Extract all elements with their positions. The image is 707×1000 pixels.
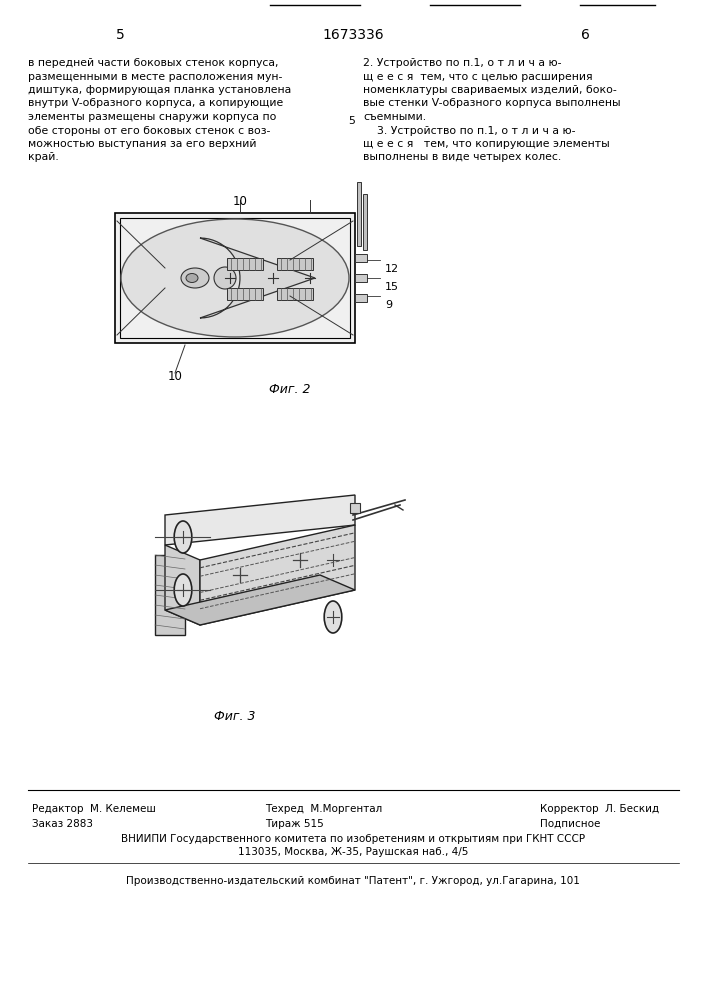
Polygon shape xyxy=(165,495,355,545)
Bar xyxy=(355,254,367,262)
Text: 5: 5 xyxy=(116,28,124,42)
Circle shape xyxy=(214,267,236,289)
Bar xyxy=(227,258,263,270)
Text: вые стенки V-образного корпуса выполнены: вые стенки V-образного корпуса выполнены xyxy=(363,99,621,108)
Text: Производственно-издательский комбинат "Патент", г. Ужгород, ул.Гагарина, 101: Производственно-издательский комбинат "П… xyxy=(126,876,580,886)
Polygon shape xyxy=(165,575,355,625)
Bar xyxy=(355,294,367,302)
Polygon shape xyxy=(200,238,315,318)
Text: 2. Устройство по п.1, о т л и ч а ю-: 2. Устройство по п.1, о т л и ч а ю- xyxy=(363,58,561,68)
Text: 1673336: 1673336 xyxy=(322,28,384,42)
Ellipse shape xyxy=(121,219,349,337)
Text: 15: 15 xyxy=(385,282,399,292)
Text: щ е е с я  тем, что с целью расширения: щ е е с я тем, что с целью расширения xyxy=(363,72,592,82)
Polygon shape xyxy=(165,545,200,625)
Ellipse shape xyxy=(181,268,209,288)
Bar xyxy=(355,274,367,282)
Text: 3. Устройство по п.1, о т л и ч а ю-: 3. Устройство по п.1, о т л и ч а ю- xyxy=(363,125,575,135)
Text: диштука, формирующая планка установлена: диштука, формирующая планка установлена xyxy=(28,85,291,95)
Text: край.: край. xyxy=(28,152,59,162)
Text: 12: 12 xyxy=(385,264,399,274)
Text: 6: 6 xyxy=(580,28,590,42)
Text: выполнены в виде четырех колес.: выполнены в виде четырех колес. xyxy=(363,152,561,162)
Ellipse shape xyxy=(325,544,341,576)
Bar xyxy=(357,182,361,246)
Text: Фиг. 3: Фиг. 3 xyxy=(214,710,256,723)
Text: Тираж 515: Тираж 515 xyxy=(265,819,324,829)
Text: Техред  М.Моргентал: Техред М.Моргентал xyxy=(265,804,382,814)
Text: 5: 5 xyxy=(349,116,356,126)
Polygon shape xyxy=(200,525,355,625)
Text: Редактор  М. Келемеш: Редактор М. Келемеш xyxy=(32,804,156,814)
Text: номенклатуры свариваемых изделий, боко-: номенклатуры свариваемых изделий, боко- xyxy=(363,85,617,95)
Bar xyxy=(227,288,263,300)
Text: Подписное: Подписное xyxy=(540,819,600,829)
Text: обе стороны от его боковых стенок с воз-: обе стороны от его боковых стенок с воз- xyxy=(28,125,270,135)
Text: Корректор  Л. Бескид: Корректор Л. Бескид xyxy=(540,804,659,814)
Bar xyxy=(277,288,313,300)
Text: 9: 9 xyxy=(385,300,392,310)
Text: элементы размещены снаружи корпуса по: элементы размещены снаружи корпуса по xyxy=(28,112,276,122)
Text: Фиг. 2: Фиг. 2 xyxy=(269,383,311,396)
Text: можностью выступания за его верхний: можностью выступания за его верхний xyxy=(28,139,257,149)
Bar xyxy=(277,258,313,270)
Text: 10: 10 xyxy=(168,370,182,383)
Ellipse shape xyxy=(186,273,198,282)
Bar xyxy=(350,503,360,513)
Ellipse shape xyxy=(174,521,192,553)
Bar xyxy=(120,218,350,338)
Text: щ е е с я   тем, что копирующие элементы: щ е е с я тем, что копирующие элементы xyxy=(363,139,609,149)
Bar xyxy=(363,194,367,250)
Polygon shape xyxy=(155,555,185,635)
Text: 113035, Москва, Ж-35, Раушская наб., 4/5: 113035, Москва, Ж-35, Раушская наб., 4/5 xyxy=(238,847,468,857)
Text: внутри V-образного корпуса, а копирующие: внутри V-образного корпуса, а копирующие xyxy=(28,99,284,108)
Bar xyxy=(115,213,355,343)
Text: ВНИИПИ Государственного комитета по изобретениям и открытиям при ГКНТ СССР: ВНИИПИ Государственного комитета по изоб… xyxy=(121,834,585,844)
Text: съемными.: съемными. xyxy=(363,112,426,122)
Text: 10: 10 xyxy=(233,195,247,208)
Ellipse shape xyxy=(174,574,192,606)
Text: в передней части боковых стенок корпуса,: в передней части боковых стенок корпуса, xyxy=(28,58,279,68)
Text: размещенными в месте расположения мун-: размещенными в месте расположения мун- xyxy=(28,72,282,82)
Ellipse shape xyxy=(325,601,341,633)
Text: Заказ 2883: Заказ 2883 xyxy=(32,819,93,829)
